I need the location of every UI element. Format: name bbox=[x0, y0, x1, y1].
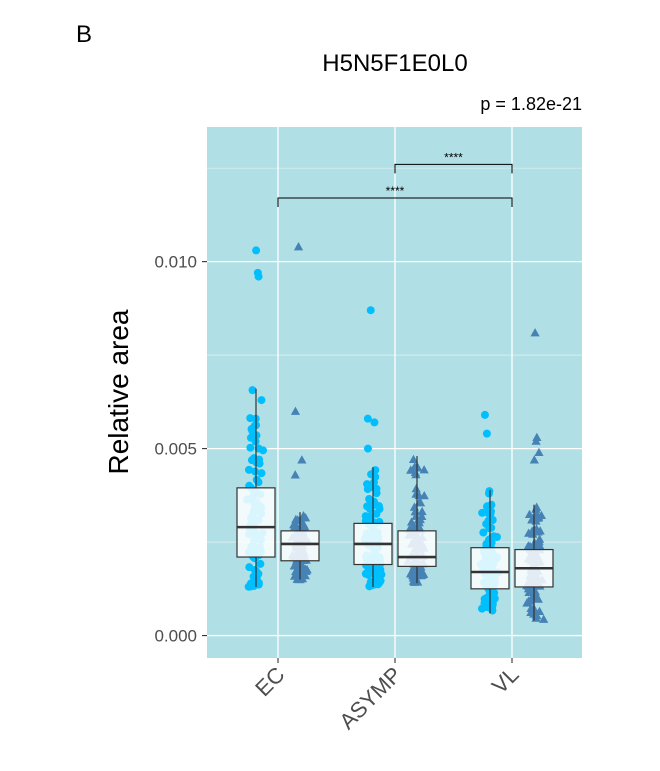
data-point bbox=[292, 574, 302, 583]
data-point bbox=[257, 396, 266, 405]
data-point bbox=[487, 500, 496, 509]
data-point bbox=[411, 483, 421, 493]
x-axis-ticks: EC ASYMP VL bbox=[250, 658, 524, 734]
box-body bbox=[397, 530, 437, 567]
data-point bbox=[370, 580, 379, 589]
significance-brackets: **** **** bbox=[277, 150, 513, 208]
data-point bbox=[297, 455, 307, 464]
y-tick-label: 0.010 bbox=[154, 253, 197, 272]
data-point bbox=[251, 467, 260, 476]
data-point bbox=[411, 566, 421, 575]
data-point bbox=[299, 568, 309, 577]
data-point bbox=[252, 475, 261, 484]
data-point bbox=[528, 604, 538, 613]
data-point bbox=[484, 489, 493, 498]
data-point bbox=[411, 511, 421, 520]
data-point bbox=[539, 614, 549, 623]
data-point bbox=[247, 579, 256, 588]
box-body bbox=[236, 487, 276, 558]
data-point bbox=[254, 272, 263, 281]
data-point bbox=[244, 465, 253, 474]
data-point bbox=[488, 516, 497, 525]
data-point bbox=[485, 524, 494, 533]
data-point bbox=[367, 470, 376, 479]
data-point bbox=[419, 491, 429, 500]
data-point bbox=[289, 520, 299, 529]
data-point bbox=[419, 465, 429, 474]
data-point bbox=[257, 469, 266, 478]
data-point bbox=[290, 470, 300, 479]
significance-bracket bbox=[277, 197, 513, 208]
panel-label: B bbox=[76, 21, 92, 48]
data-point bbox=[535, 526, 545, 535]
data-point bbox=[289, 561, 299, 570]
data-point bbox=[482, 429, 491, 438]
boxplots bbox=[236, 388, 554, 621]
data-point bbox=[252, 246, 261, 255]
data-point bbox=[250, 421, 259, 430]
data-point bbox=[484, 535, 493, 544]
data-point bbox=[479, 528, 488, 537]
y-axis-ticks: 0.000 0.005 0.010 bbox=[154, 253, 207, 646]
data-point bbox=[365, 495, 374, 504]
data-point bbox=[524, 509, 535, 519]
data-point bbox=[528, 585, 538, 594]
box-body bbox=[470, 547, 510, 590]
data-point bbox=[480, 410, 489, 419]
data-point bbox=[293, 242, 304, 251]
major-gridlines bbox=[207, 127, 582, 658]
significance-label: **** bbox=[444, 150, 463, 164]
data-point bbox=[300, 513, 311, 522]
significance-label: **** bbox=[386, 184, 405, 198]
x-tick-label: EC bbox=[250, 662, 289, 701]
data-point bbox=[248, 386, 257, 395]
data-point bbox=[529, 455, 539, 464]
data-point bbox=[256, 559, 265, 568]
x-tick-label: VL bbox=[487, 662, 524, 699]
data-point bbox=[532, 432, 542, 442]
x-tick-label: ASYMP bbox=[334, 662, 406, 734]
data-point bbox=[408, 522, 418, 531]
data-point bbox=[254, 444, 263, 453]
data-point bbox=[484, 509, 493, 518]
data-point bbox=[377, 570, 386, 579]
y-axis-label: Relative area bbox=[103, 309, 134, 474]
significance-bracket bbox=[394, 163, 513, 174]
box-body bbox=[280, 530, 320, 562]
data-point bbox=[415, 498, 426, 507]
data-point bbox=[298, 519, 309, 528]
data-point bbox=[478, 508, 487, 517]
data-point bbox=[492, 532, 501, 541]
data-point bbox=[372, 509, 381, 518]
data-point bbox=[536, 510, 547, 519]
y-tick-label: 0.000 bbox=[154, 627, 197, 646]
data-point bbox=[363, 485, 372, 494]
data-point bbox=[406, 517, 417, 526]
data-point bbox=[528, 529, 538, 538]
data-point bbox=[246, 443, 255, 452]
chart-title: H5N5F1E0L0 bbox=[322, 50, 467, 77]
data-point bbox=[417, 570, 427, 579]
data-point bbox=[417, 506, 427, 516]
data-point bbox=[363, 444, 372, 453]
data-point bbox=[530, 328, 540, 337]
data-point bbox=[411, 570, 421, 579]
data-point bbox=[366, 306, 375, 315]
data-point bbox=[370, 418, 379, 427]
data-point bbox=[408, 454, 419, 464]
data-point bbox=[531, 436, 541, 445]
data-point bbox=[534, 536, 544, 546]
data-point bbox=[524, 596, 534, 605]
data-point bbox=[364, 566, 373, 575]
data-point bbox=[528, 592, 538, 601]
y-tick-label: 0.005 bbox=[154, 440, 197, 459]
p-value-annotation: p = 1.82e-21 bbox=[480, 94, 582, 114]
data-point bbox=[410, 467, 420, 476]
data-point bbox=[483, 603, 492, 612]
data-point bbox=[245, 563, 254, 572]
data-point bbox=[290, 406, 301, 415]
data-point bbox=[534, 447, 544, 457]
data-point bbox=[363, 414, 372, 423]
